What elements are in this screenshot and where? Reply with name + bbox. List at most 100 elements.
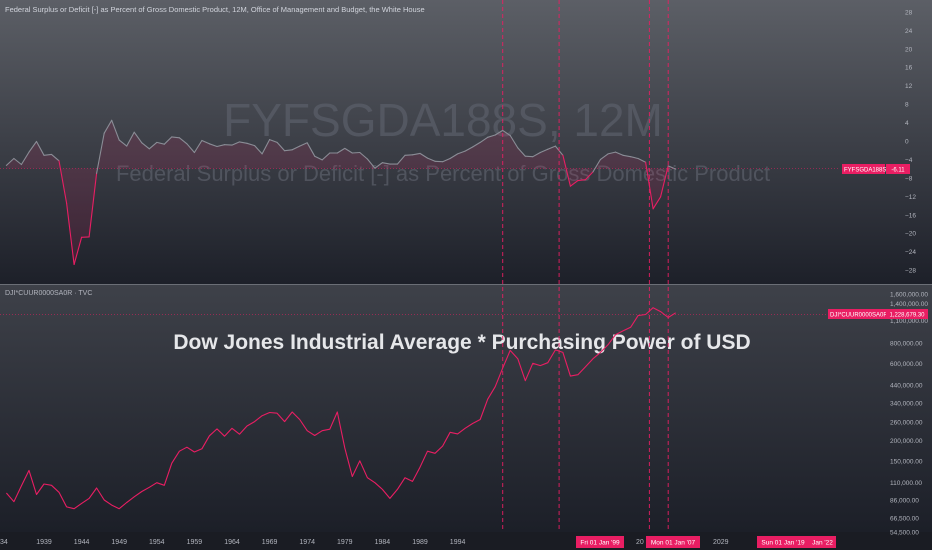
top-area-path [6, 120, 676, 265]
top-line-segment [374, 162, 383, 169]
bottom-y-tick-label: 54,500.00 [890, 530, 919, 537]
top-line-segment [118, 139, 128, 147]
top-line-segment [306, 142, 316, 157]
top-line-segment [201, 139, 210, 145]
top-line-segment [276, 141, 286, 152]
x-tick-label: 1964 [224, 539, 240, 546]
top-line-segment [411, 152, 421, 156]
top-y-tick-label: 28 [905, 9, 913, 16]
top-line-segment [584, 171, 594, 181]
top-line-segment [569, 180, 579, 187]
bottom-y-tick-label: 200,000.00 [890, 438, 923, 445]
top-y-axis[interactable]: 28 24 20 16 12 8 4 0 −4 −8 −12 −16 −20 −24 −28 [905, 9, 916, 274]
top-line-segment [652, 196, 662, 210]
top-line-segment [50, 153, 60, 162]
x-tick-label: 1984 [375, 539, 391, 546]
bottom-watermark-name: Dow Jones Industrial Average * Purchasin… [173, 331, 750, 354]
top-line-segment [291, 145, 301, 151]
bottom-y-tick-label: 600,000.00 [890, 361, 923, 368]
bottom-y-tick-label: 340,000.00 [890, 401, 923, 408]
bottom-pane[interactable]: DJI*CUUR0000SA0R · TVC Dow Jones Industr… [0, 290, 928, 537]
top-line-segment [442, 157, 451, 163]
top-line-segment [592, 158, 602, 173]
top-line-segment [547, 145, 556, 150]
bottom-tag-value: 1,228,679.30 [889, 313, 925, 319]
top-line-segment [517, 147, 526, 157]
top-y-tick-label: −12 [905, 194, 916, 201]
top-line-segment [186, 143, 195, 154]
top-line-segment [88, 172, 98, 238]
x-highlight-label: Sun 01 Jan '19 [761, 540, 805, 547]
top-line-segment [622, 154, 632, 158]
top-y-tick-label: 24 [905, 28, 913, 35]
bottom-y-tick-label: 1,600,000.00 [890, 292, 928, 299]
bottom-y-tick-label: 1,400,000.00 [890, 301, 928, 308]
top-line-segment [20, 151, 30, 166]
top-y-tick-label: −20 [905, 231, 916, 238]
top-line-segment [13, 157, 22, 166]
bottom-y-tick-label: 66,500.00 [890, 516, 919, 523]
top-y-tick-label: 20 [905, 46, 913, 53]
x-highlight-badge [576, 536, 624, 548]
top-line-segment [344, 147, 353, 154]
bottom-last-value-tag: DJI*CUUR0000SA0R 1,228,679.30 [828, 309, 928, 319]
top-line-segment [472, 141, 481, 148]
bottom-y-tick-label: 1,100,000.00 [890, 318, 928, 325]
x-tick-label: 2029 [713, 539, 729, 546]
bottom-series-line [5, 307, 676, 510]
x-highlight-label: Mon 01 Jan '07 [651, 540, 696, 547]
top-line-segment [148, 141, 158, 150]
top-line-segment [630, 156, 639, 160]
top-line-segment [261, 139, 271, 155]
top-y-tick-label: 0 [905, 139, 909, 146]
top-line-segment [321, 152, 331, 161]
top-line-segment [35, 140, 45, 156]
top-line-segment [254, 145, 263, 155]
top-line-segment [73, 236, 83, 266]
top-line-segment [246, 142, 256, 147]
top-pane-title: Federal Surplus or Deficit [-] as Percen… [5, 5, 425, 14]
top-series-line [5, 119, 677, 266]
top-line-segment [208, 143, 218, 148]
top-line-segment [577, 179, 586, 182]
top-y-tick-label: 12 [905, 83, 913, 90]
x-tick-label: 1939 [36, 539, 52, 546]
x-tick-label: 1974 [299, 539, 315, 546]
x-tick-label: 1969 [262, 539, 278, 546]
top-line-segment [314, 155, 323, 161]
top-line-segment [366, 158, 376, 169]
top-line-segment [449, 153, 459, 160]
top-line-segment [381, 162, 391, 165]
top-line-segment [637, 157, 647, 163]
top-line-segment [58, 160, 68, 204]
bottom-pane-background [0, 285, 932, 532]
top-y-tick-label: −4 [905, 157, 913, 164]
top-y-tick-label: −8 [905, 175, 913, 182]
top-line-segment [607, 151, 617, 155]
top-y-tick-label: −16 [905, 212, 916, 219]
top-line-segment [156, 141, 165, 145]
top-line-segment [396, 154, 406, 165]
time-axis[interactable]: 34 20 1939 1944 1949 1954 1959 1964 1969 1974 19… [0, 536, 836, 548]
x-highlight-badge [809, 536, 836, 548]
x-highlight-badge [757, 536, 809, 548]
top-line-segment [419, 152, 429, 159]
bottom-y-axis[interactable]: 1,600,000.00 1,400,000.00 1,100,000.00 800,… [890, 292, 928, 537]
top-watermark-symbol: FYFSGDA188S, 12M [223, 94, 663, 146]
bottom-y-tick-label: 110,000.00 [890, 480, 922, 487]
top-pane[interactable]: Federal Surplus or Deficit [-] as Percen… [0, 5, 916, 275]
top-line-segment [667, 165, 677, 170]
top-line-segment [103, 119, 113, 134]
top-y-tick-label: −28 [905, 268, 916, 275]
top-last-value-tag: FYFSGDA188S -6.11 [842, 164, 910, 174]
top-line-segment [599, 153, 609, 160]
top-y-tick-label: −24 [905, 249, 916, 256]
top-line-segment [509, 134, 519, 149]
top-line-segment [479, 136, 489, 143]
top-y-tick-label: 8 [905, 102, 909, 109]
top-line-segment [351, 151, 361, 154]
top-line-segment [66, 202, 75, 266]
top-line-segment [539, 148, 549, 154]
top-line-segment [178, 137, 188, 145]
